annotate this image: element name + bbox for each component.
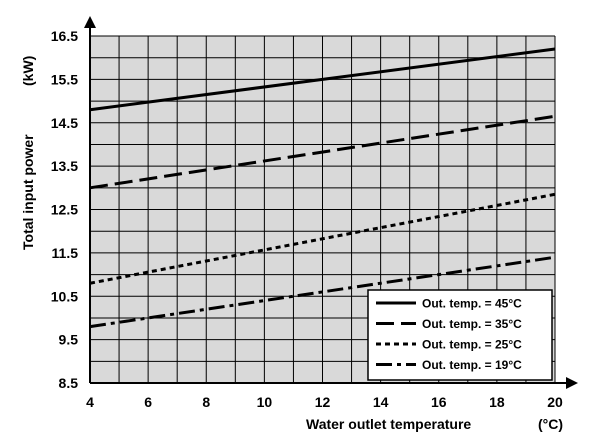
y-tick-label: 12.5 xyxy=(51,202,78,218)
y-tick-label: 13.5 xyxy=(51,158,78,174)
legend-label-1: Out. temp. = 45°C xyxy=(422,297,522,311)
legend-label-3: Out. temp. = 25°C xyxy=(422,338,522,352)
y-tick-label: 10.5 xyxy=(51,288,78,304)
series-line-4 xyxy=(89,255,556,329)
y-tick-label: 14.5 xyxy=(51,115,78,131)
x-tick-label: 14 xyxy=(373,394,389,410)
axes xyxy=(84,16,578,389)
series-line-1 xyxy=(89,47,556,112)
tick-labels: 4 6 8 10 12 14 16 18 20 8.5 9.5 10.5 11.5 12.5 13.5 14.… xyxy=(51,28,563,410)
y-axis-unit: (kW) xyxy=(20,56,36,86)
y-axis-arrow xyxy=(84,16,96,28)
y-tick-label: 11.5 xyxy=(52,245,79,261)
x-tick-label: 18 xyxy=(489,394,505,410)
legend-label-2: Out. temp. = 35°C xyxy=(422,317,522,331)
x-axis-arrow xyxy=(566,377,578,389)
series-lines xyxy=(89,47,556,329)
x-tick-label: 6 xyxy=(144,394,152,410)
series-line-2 xyxy=(89,114,556,190)
y-axis-label: Total input power xyxy=(20,134,36,250)
x-axis-label: Water outlet temperature xyxy=(306,416,471,432)
x-axis-unit: (°C) xyxy=(538,416,563,432)
x-tick-label: 8 xyxy=(202,394,210,410)
y-tick-label: 9.5 xyxy=(59,332,79,348)
y-tick-label: 8.5 xyxy=(59,375,79,391)
x-tick-label: 10 xyxy=(257,394,273,410)
y-tick-label: 15.5 xyxy=(51,71,78,87)
x-tick-label: 16 xyxy=(431,394,447,410)
legend-label-4: Out. temp. = 19°C xyxy=(422,358,522,372)
legend: Out. temp. = 45°C Out. temp. = 35°C Out. t… xyxy=(367,289,553,381)
x-tick-label: 12 xyxy=(315,394,331,410)
y-tick-label: 16.5 xyxy=(51,28,78,44)
series-line-3 xyxy=(89,192,556,285)
x-tick-label: 4 xyxy=(86,394,94,410)
x-tick-label: 20 xyxy=(547,394,563,410)
